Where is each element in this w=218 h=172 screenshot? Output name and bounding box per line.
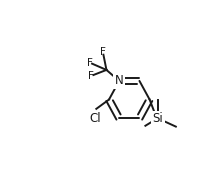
Text: N: N (115, 74, 124, 87)
Text: F: F (100, 47, 106, 57)
Text: F: F (88, 71, 94, 81)
Text: Si: Si (153, 112, 164, 126)
Text: F: F (87, 58, 93, 68)
Text: Cl: Cl (90, 112, 101, 125)
